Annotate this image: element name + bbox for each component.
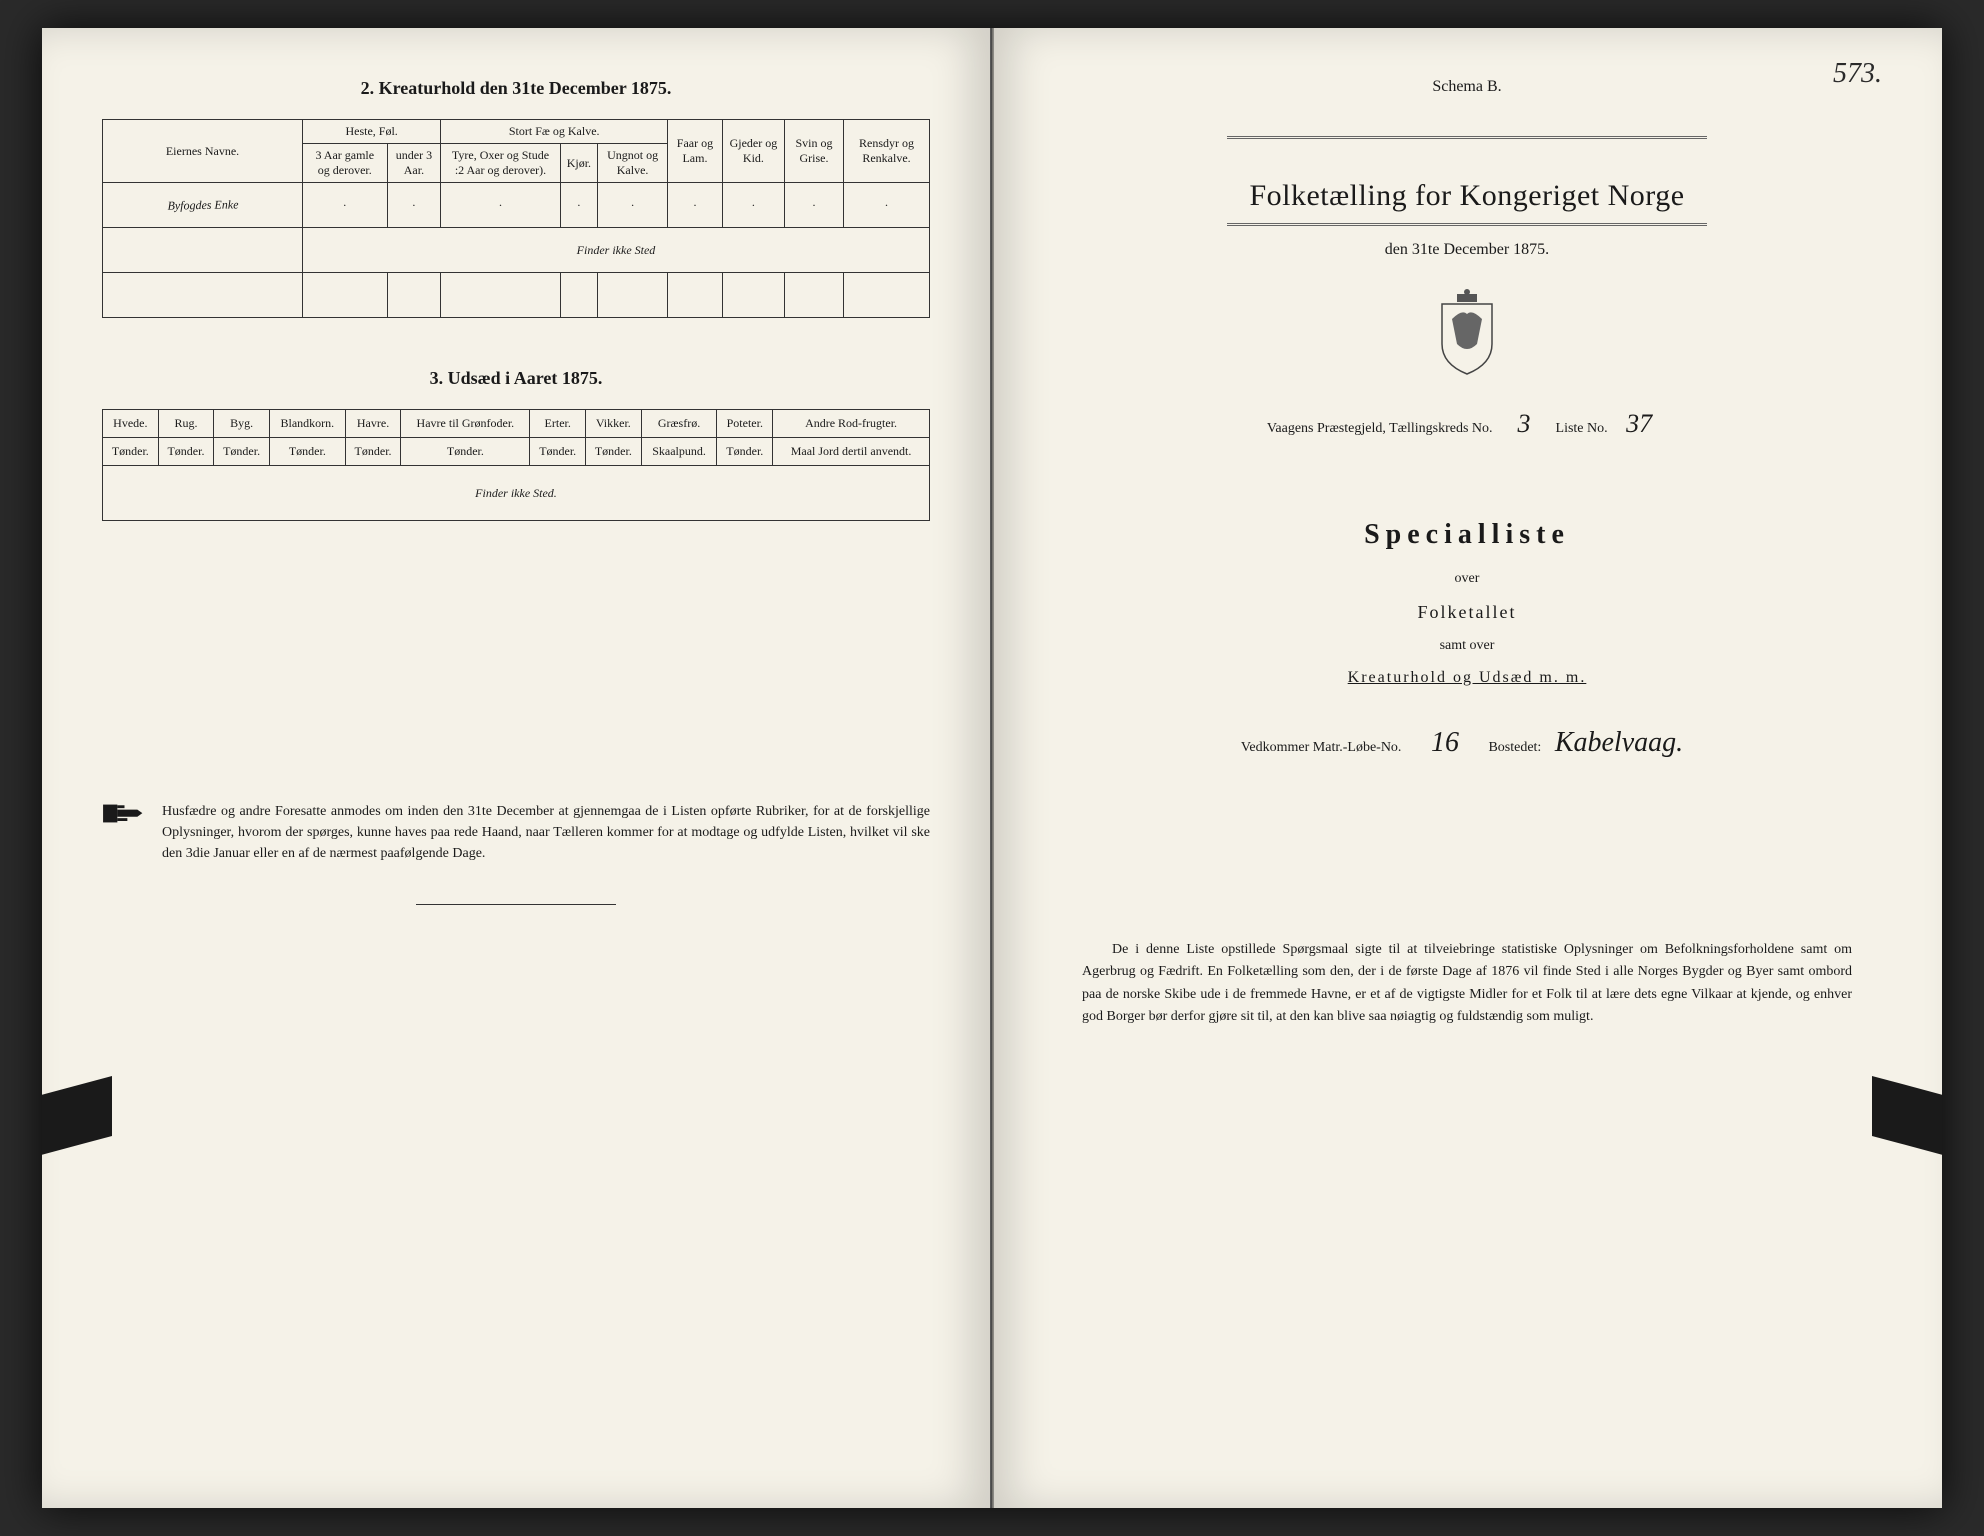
th-sub: Tønder. [717,438,773,466]
cell: · [844,183,930,228]
th: Erter. [530,410,586,438]
parish-no-hw: 3 [1504,409,1544,439]
cell: · [668,183,723,228]
th-sub: Tønder. [345,438,401,466]
cell-empty [722,273,784,318]
th: Havre. [345,410,401,438]
cell: · [560,183,597,228]
th: Havre til Grønfoder. [401,410,530,438]
th: Poteter. [717,410,773,438]
th-heste: Heste, Føl. [303,120,441,144]
cell-empty [598,273,668,318]
subtitle: den 31te December 1875. [1052,241,1882,259]
th-sub: Tønder. [269,438,345,466]
schema-label: Schema B. [1052,78,1882,96]
udsaed-hw: Finder ikke Sted. [103,466,930,521]
pointing-hand-icon [102,801,147,826]
th-fae: Stort Fæ og Kalve. [441,120,668,144]
title-rule-top [1227,136,1707,139]
table-row [103,273,930,318]
th-fae-sub3: Ungnot og Kalve. [598,144,668,183]
th: Blandkorn. [269,410,345,438]
bosted-hw: Kabelvaag. [1555,727,1683,759]
matr-line: Vedkommer Matr.-Løbe-No. 16 Bostedet: Ka… [1052,727,1882,759]
th: Andre Rod-frugter. [773,410,930,438]
th-svin: Svin og Grise. [785,120,844,183]
udsaed-table: Hvede. Rug. Byg. Blandkorn. Havre. Havre… [102,409,930,521]
cell-empty [103,273,303,318]
cell-empty [441,273,560,318]
notice-text: Husfædre og andre Foresatte anmodes om i… [162,801,930,864]
right-page: 573. Schema B. Folketælling for Kongerig… [992,28,1942,1508]
liste-no-hw: 37 [1619,409,1659,439]
cell-empty [844,273,930,318]
th-faar: Faar og Lam. [668,120,723,183]
th: Hvede. [103,410,159,438]
owner-name-hw: Byfogdes Enke [102,181,303,229]
cell: · [387,183,441,228]
page-number-hw: 573. [1833,58,1882,90]
span-hw: Finder ikke Sted [303,228,930,273]
cell-empty [303,273,388,318]
parish-label: Vaagens Præstegjeld, Tællingskreds No. [1267,421,1493,436]
th: Vikker. [586,410,642,438]
cell: · [598,183,668,228]
th-fae-sub2: Kjør. [560,144,597,183]
bottom-rule [416,904,616,905]
th-heste-sub2: under 3 Aar. [387,144,441,183]
page-clip-right [1872,1076,1942,1160]
th-names: Eiernes Navne. [103,120,303,183]
th-sub: Tønder. [103,438,159,466]
kreaturhold-table: Eiernes Navne. Heste, Føl. Stort Fæ og K… [102,119,930,318]
notice-block: Husfædre og andre Foresatte anmodes om i… [102,801,930,864]
cell: · [722,183,784,228]
th-fae-sub1: Tyre, Oxer og Stude :2 Aar og derover). [441,144,560,183]
table-row: Finder ikke Sted. [103,466,930,521]
folketallet-label: Folketallet [1052,602,1882,623]
main-title: Folketælling for Kongeriget Norge [1052,179,1882,213]
th: Græsfrø. [641,410,717,438]
th-sub: Tønder. [214,438,270,466]
cell-empty [560,273,597,318]
th-sub: Skaalpund. [641,438,717,466]
cell-empty [387,273,441,318]
over-label: over [1052,571,1882,587]
book-spine [990,28,994,1508]
th-gjeder: Gjeder og Kid. [722,120,784,183]
bosted-label: Bostedet: [1488,740,1541,755]
liste-label: Liste No. [1556,421,1608,436]
th: Rug. [158,410,214,438]
th-sub: Tønder. [586,438,642,466]
cell-empty [785,273,844,318]
book-spread: 2. Kreaturhold den 31te December 1875. E… [42,28,1942,1508]
left-page: 2. Kreaturhold den 31te December 1875. E… [42,28,992,1508]
kreaturhold-underline: Kreaturhold og Udsæd m. m. [1348,669,1587,686]
section3-title: 3. Udsæd i Aaret 1875. [102,368,930,389]
matr-label: Vedkommer Matr.-Løbe-No. [1241,740,1402,755]
cell-empty [668,273,723,318]
parish-line: Vaagens Præstegjeld, Tællingskreds No. 3… [1052,409,1882,439]
specialliste-heading: Specialliste [1052,519,1882,551]
cell: · [441,183,560,228]
th-sub: Tønder. [158,438,214,466]
page-clip-left [42,1076,112,1160]
cell: · [785,183,844,228]
th-ren: Rensdyr og Renkalve. [844,120,930,183]
cell-empty [103,228,303,273]
bottom-paragraph: De i denne Liste opstillede Spørgsmaal s… [1052,939,1882,1029]
th-heste-sub1: 3 Aar gamle og derover. [303,144,388,183]
cell: · [303,183,388,228]
section2-title: 2. Kreaturhold den 31te December 1875. [102,78,930,99]
th-sub: Maal Jord dertil anvendt. [773,438,930,466]
th: Byg. [214,410,270,438]
title-rule-bottom [1227,223,1707,226]
th-sub: Tønder. [401,438,530,466]
kreaturhold-line: Kreaturhold og Udsæd m. m. [1052,669,1882,687]
table-row: Byfogdes Enke · · · · · · · · · [103,183,930,228]
table-row: Finder ikke Sted [103,228,930,273]
coat-of-arms-icon [1432,289,1502,379]
matr-no-hw: 16 [1415,727,1475,759]
samt-over-label: samt over [1052,638,1882,654]
th-sub: Tønder. [530,438,586,466]
